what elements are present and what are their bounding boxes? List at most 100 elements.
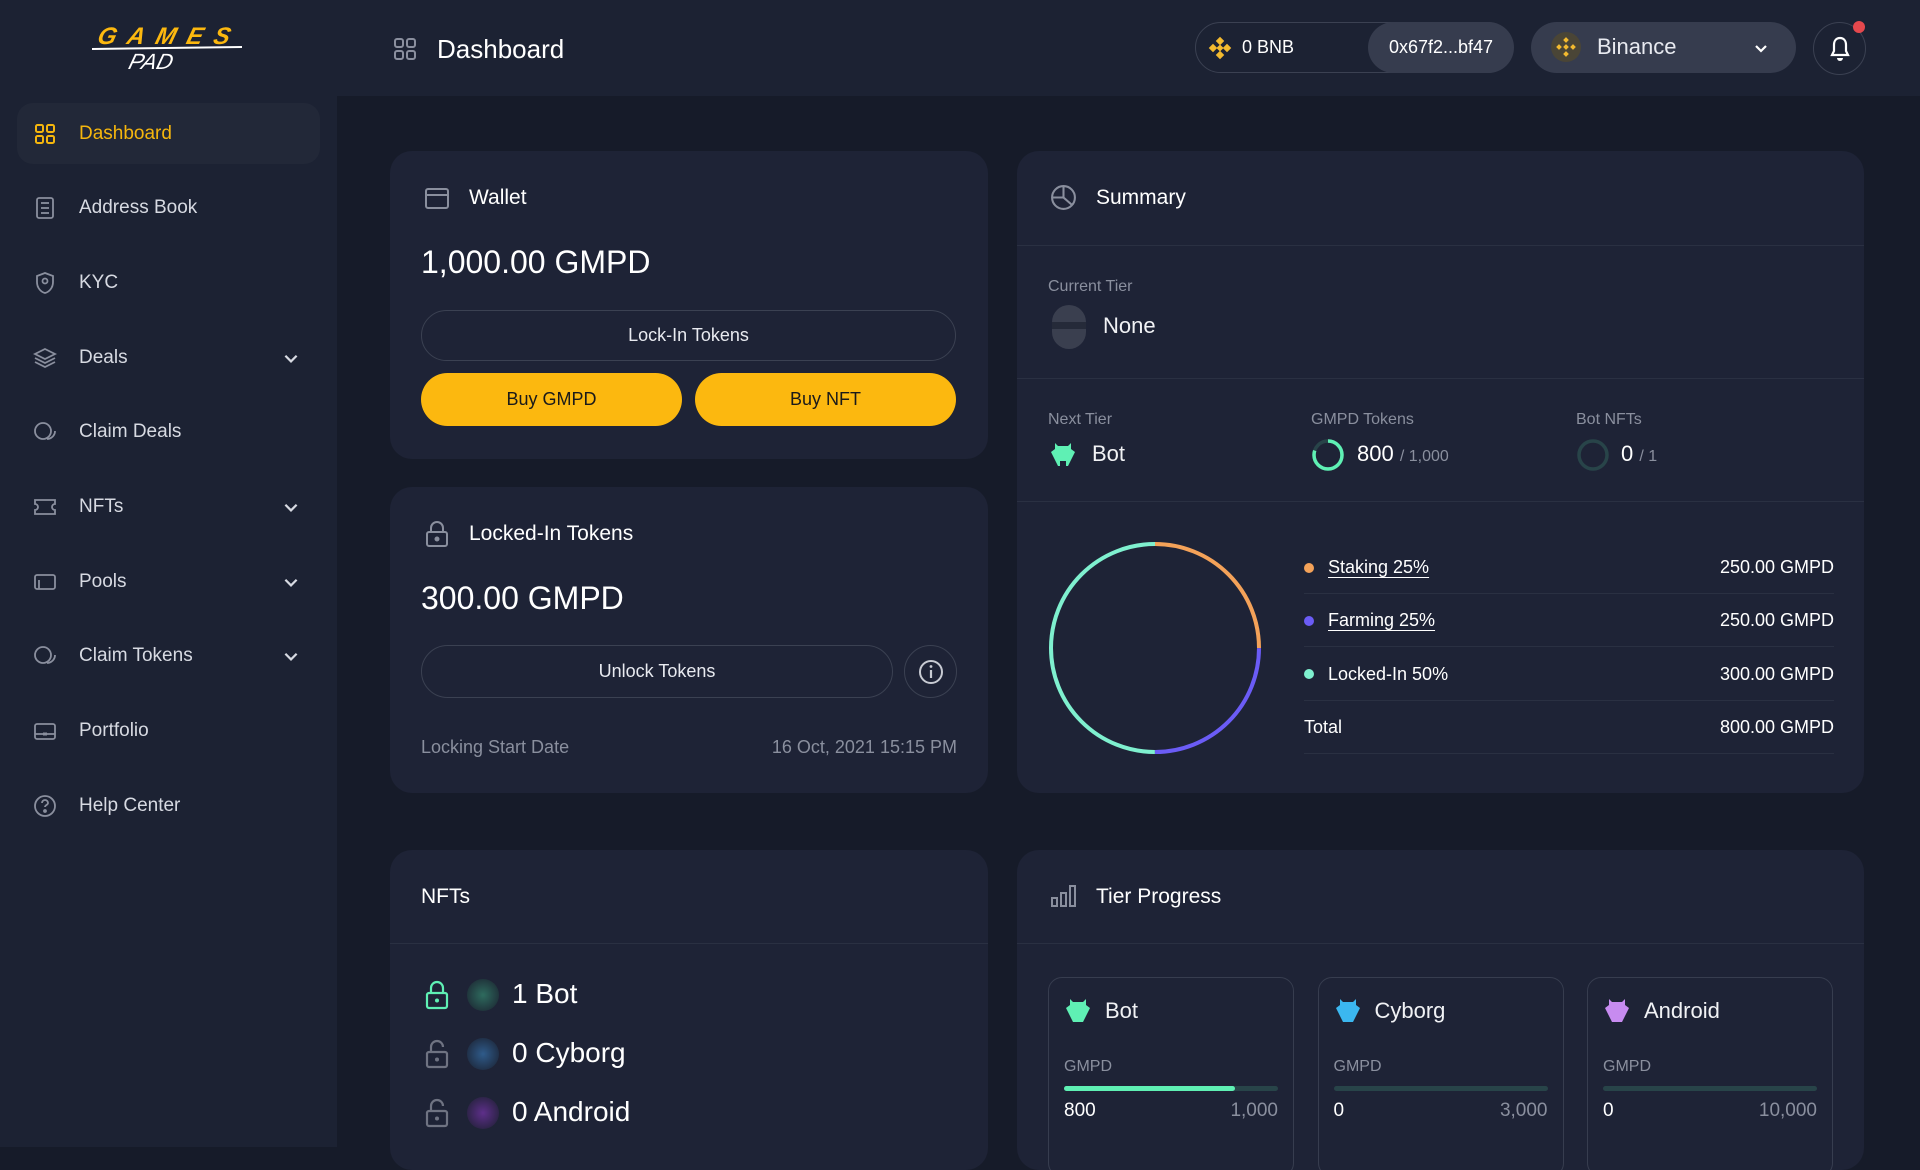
sidebar-item-label: Claim Deals (79, 421, 182, 443)
gamespad-logo[interactable]: GAMES PAD (90, 22, 250, 74)
wallet-card: Wallet 1,000.00 GMPD Lock-In Tokens Buy … (390, 151, 988, 459)
locking-start-date: 16 Oct, 2021 15:15 PM (771, 737, 957, 757)
tier-card-bot: Bot GMPD 800 1,000 (1048, 977, 1294, 1170)
nft-label: 1 Bot (512, 978, 578, 1009)
sidebar-item-label: Portfolio (79, 720, 149, 742)
wallet-balance-pill[interactable]: 0 BNB 0x67f2...bf47 (1195, 22, 1514, 73)
info-button[interactable] (904, 645, 957, 698)
sidebar-item-claim-tokens[interactable]: Claim Tokens (17, 626, 320, 687)
tier-name: Android (1644, 998, 1720, 1023)
sidebar-item-deals[interactable]: Deals (17, 327, 320, 388)
gmpd-target: / 1,000 (1399, 448, 1449, 465)
total-label: Total (1304, 716, 1343, 737)
nft-item: 0 Android (390, 1093, 988, 1133)
wallet-title: Wallet (469, 186, 527, 209)
allocation-label: Locked-In 50% (1328, 663, 1449, 684)
sidebar-item-label: Claim Tokens (79, 645, 193, 667)
sidebar-item-nfts[interactable]: NFTs (17, 477, 320, 538)
legend-dot (1304, 562, 1314, 573)
sidebar-item-dashboard[interactable]: Dashboard (17, 103, 320, 164)
pool-icon (34, 573, 56, 590)
chevron-down-icon[interactable] (282, 647, 300, 665)
buy-nft-button[interactable]: Buy NFT (695, 373, 956, 426)
tier-target-value: 1,000 (1230, 1100, 1278, 1121)
chevron-down-icon[interactable] (282, 498, 300, 516)
bnb-balance: 0 BNB (1242, 37, 1295, 57)
tier-current-value: 0 (1333, 1100, 1345, 1121)
allocation-link[interactable]: Farming 25% (1328, 610, 1436, 631)
tier-progress-title: Tier Progress (1096, 885, 1222, 908)
page-title: Dashboard (437, 34, 565, 64)
bot-nfts-label: Bot NFTs (1576, 411, 1642, 428)
tier-card-android: Android GMPD 0 10,000 (1587, 977, 1833, 1170)
sidebar-item-label: Address Book (79, 197, 198, 219)
nft-avatar (467, 1097, 499, 1129)
tier-target-value: 3,000 (1499, 1100, 1548, 1121)
tier-progress-card: Tier Progress Bot GMPD 800 1,000 Cyborg … (1017, 850, 1864, 1170)
nft-label: 0 Cyborg (512, 1037, 626, 1068)
nft-current: 0 (1621, 441, 1634, 466)
nft-avatar (467, 1038, 499, 1070)
chevron-down-icon[interactable] (282, 573, 300, 591)
sidebar-item-address-book[interactable]: Address Book (17, 178, 320, 239)
donut-segment (1049, 542, 1261, 754)
tier-name: Bot (1105, 998, 1139, 1023)
sidebar-item-pools[interactable]: Pools (17, 551, 320, 612)
book-icon (36, 197, 54, 220)
total-amount: 800.00 GMPD (1719, 716, 1834, 737)
top-header: Dashboard 0 BNB 0x67f2...bf47 Binance (337, 0, 1920, 96)
sidebar: GAMES PAD Dashboard Address Book KYC Dea… (0, 0, 337, 1147)
notification-badge (1853, 21, 1865, 33)
tier-card-cyborg: Cyborg GMPD 0 3,000 (1317, 977, 1564, 1170)
bar-chart-icon (1051, 885, 1076, 907)
tier-target-value: 10,000 (1758, 1100, 1817, 1121)
bnb-icon (1208, 36, 1232, 60)
grid-icon (35, 123, 55, 144)
total-row: Total 800.00 GMPD (1304, 702, 1834, 754)
buy-gmpd-button[interactable]: Buy GMPD (421, 373, 682, 426)
no-tier-avatar-icon (1052, 305, 1086, 349)
locked-amount: 300.00 GMPD (421, 580, 624, 616)
binance-icon (1551, 32, 1581, 62)
nft-avatar (467, 979, 499, 1011)
gmpd-tokens-value: 800 / 1,000 (1357, 441, 1449, 467)
wallet-address[interactable]: 0x67f2...bf47 (1368, 22, 1514, 73)
nft-label: 0 Android (512, 1096, 631, 1127)
bell-icon (1830, 36, 1850, 61)
chevron-down-icon[interactable] (282, 349, 300, 367)
allocation-donut-chart (1049, 542, 1261, 754)
allocation-link[interactable]: Staking 25% (1328, 557, 1430, 577)
chevron-down-icon (1755, 45, 1767, 53)
unlock-tokens-button[interactable]: Unlock Tokens (421, 645, 893, 698)
sidebar-item-help-center[interactable]: Help Center (17, 775, 320, 836)
shield-icon (36, 271, 54, 294)
allocation-row[interactable]: Staking 25% 250.00 GMPD (1304, 542, 1834, 594)
locking-start-label: Locking Start Date (421, 737, 570, 757)
lock-icon (426, 521, 448, 547)
sidebar-item-kyc[interactable]: KYC (17, 252, 320, 313)
sidebar-item-label: Dashboard (79, 122, 172, 144)
lock-open-icon (425, 1098, 449, 1128)
sidebar-item-claim-deals[interactable]: Claim Deals (17, 402, 320, 463)
tier-progress-bar (1064, 1086, 1278, 1091)
notifications-button[interactable] (1813, 21, 1866, 75)
grid-icon (394, 38, 416, 60)
lock-in-tokens-button[interactable]: Lock-In Tokens (421, 310, 956, 361)
wallet-icon (425, 188, 449, 209)
sidebar-item-label: KYC (79, 271, 119, 293)
tier-current-value: 800 (1064, 1100, 1096, 1121)
summary-card: Summary Current Tier None Next Tier Bot … (1017, 151, 1864, 793)
allocation-row: Locked-In 50% 300.00 GMPD (1304, 649, 1834, 701)
sidebar-item-label: Pools (79, 570, 127, 592)
legend-dot (1304, 615, 1314, 626)
allocation-row[interactable]: Farming 25% 250.00 GMPD (1304, 595, 1834, 648)
sidebar-item-label: Help Center (79, 794, 181, 816)
info-icon (918, 659, 943, 684)
tier-metric: GMPD (1603, 1058, 1651, 1075)
donut-segment (1049, 542, 1261, 754)
network-select[interactable]: Binance (1531, 22, 1796, 73)
sidebar-item-portfolio[interactable]: Portfolio (17, 701, 320, 762)
bot-tier-icon (1066, 999, 1090, 1022)
tier-current-value: 0 (1603, 1100, 1614, 1121)
tier-progress-bar (1603, 1086, 1817, 1091)
